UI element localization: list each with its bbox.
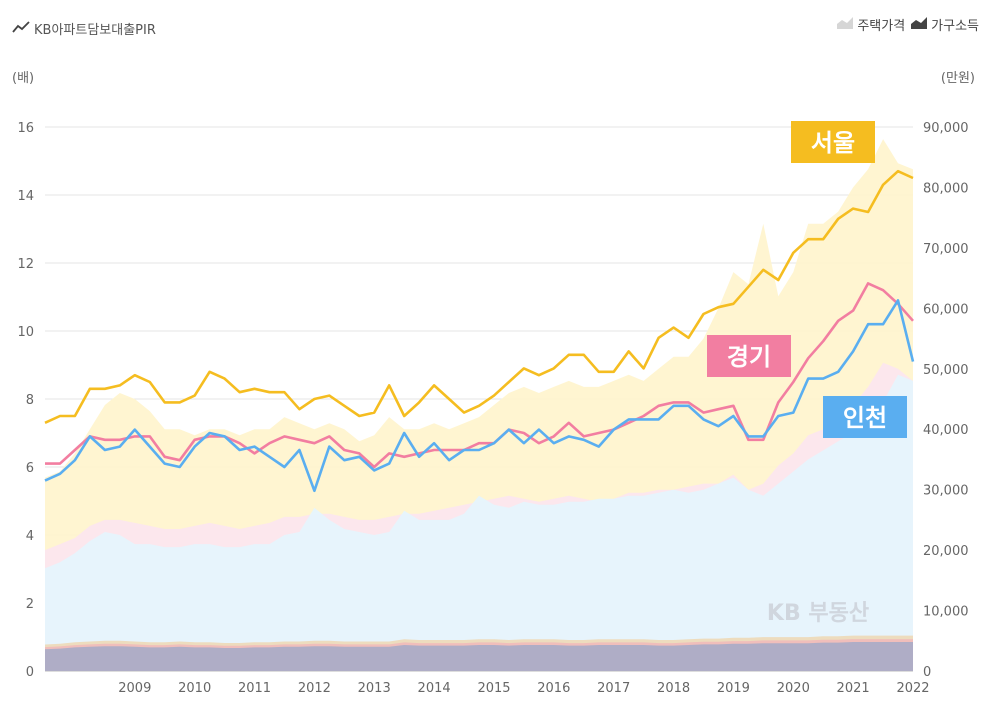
y-right-tick-label: 20,000 bbox=[923, 544, 969, 559]
y-right-tick-label: 90,000 bbox=[923, 121, 969, 136]
y-left-tick-label: 12 bbox=[17, 257, 34, 272]
y-right-tick-label: 70,000 bbox=[923, 242, 969, 257]
series-badge-label: 서울 bbox=[811, 129, 855, 157]
y-left-tick-label: 4 bbox=[26, 529, 34, 544]
series-badge-label: 경기 bbox=[727, 343, 771, 371]
y-right-tick-label: 50,000 bbox=[923, 363, 969, 378]
x-tick-label: 2022 bbox=[896, 681, 929, 696]
series-line bbox=[44, 299, 915, 493]
legend-income-label: 가구소득 bbox=[931, 19, 979, 34]
x-tick-label: 2013 bbox=[358, 681, 391, 696]
y-right-tick-label: 10,000 bbox=[923, 605, 969, 620]
y-left-tick-label: 16 bbox=[17, 121, 34, 136]
x-tick-label: 2019 bbox=[717, 681, 750, 696]
x-tick-label: 2012 bbox=[298, 681, 331, 696]
y-left-tick-label: 0 bbox=[26, 665, 34, 680]
legend-house-price: 주택가격 bbox=[837, 15, 905, 34]
x-tick-label: 2018 bbox=[657, 681, 690, 696]
y-left-tick-label: 8 bbox=[26, 393, 34, 408]
series-line bbox=[45, 282, 914, 469]
y-right-tick-label: 0 bbox=[923, 665, 931, 680]
house-price-area bbox=[45, 374, 913, 671]
x-tick-label: 2011 bbox=[238, 681, 271, 696]
area-chart-dark-icon bbox=[911, 16, 928, 33]
series-badge-label: 인천 bbox=[843, 404, 887, 432]
series-legend-label: KB아파트담보대출PIR bbox=[34, 23, 156, 38]
x-tick-label: 2021 bbox=[837, 681, 870, 696]
y-left-tick-label: 6 bbox=[26, 461, 34, 476]
left-axis-unit: (배) bbox=[12, 71, 35, 86]
y-left-tick-label: 14 bbox=[17, 189, 34, 204]
income-area bbox=[45, 642, 913, 671]
legend-house-price-label: 주택가격 bbox=[857, 19, 906, 34]
area-chart-light-icon bbox=[837, 16, 854, 33]
y-right-tick-label: 40,000 bbox=[923, 423, 969, 438]
x-tick-label: 2017 bbox=[597, 681, 630, 696]
x-tick-label: 2009 bbox=[118, 681, 151, 696]
legend-income: 가구소득 bbox=[911, 15, 979, 34]
x-tick-label: 2020 bbox=[777, 681, 810, 696]
area-legend: 주택가격 가구소득 bbox=[837, 15, 979, 34]
y-right-tick-label: 30,000 bbox=[923, 484, 969, 499]
x-tick-label: 2016 bbox=[537, 681, 570, 696]
series-badge bbox=[823, 396, 907, 438]
y-right-tick-label: 80,000 bbox=[923, 181, 969, 196]
trend-line-icon bbox=[12, 20, 30, 37]
series-badge bbox=[791, 121, 875, 163]
x-tick-label: 2015 bbox=[477, 681, 510, 696]
y-left-tick-label: 2 bbox=[26, 597, 34, 612]
series-legend: KB아파트담보대출PIR bbox=[12, 19, 156, 38]
y-right-tick-label: 60,000 bbox=[923, 302, 969, 317]
series-line bbox=[44, 169, 914, 424]
right-axis-unit: (만원) bbox=[940, 71, 975, 86]
x-tick-label: 2014 bbox=[418, 681, 451, 696]
watermark-text: KB 부동산 bbox=[767, 601, 869, 626]
series-badge bbox=[707, 335, 791, 377]
y-left-tick-label: 10 bbox=[17, 325, 34, 340]
x-tick-label: 2010 bbox=[178, 681, 211, 696]
